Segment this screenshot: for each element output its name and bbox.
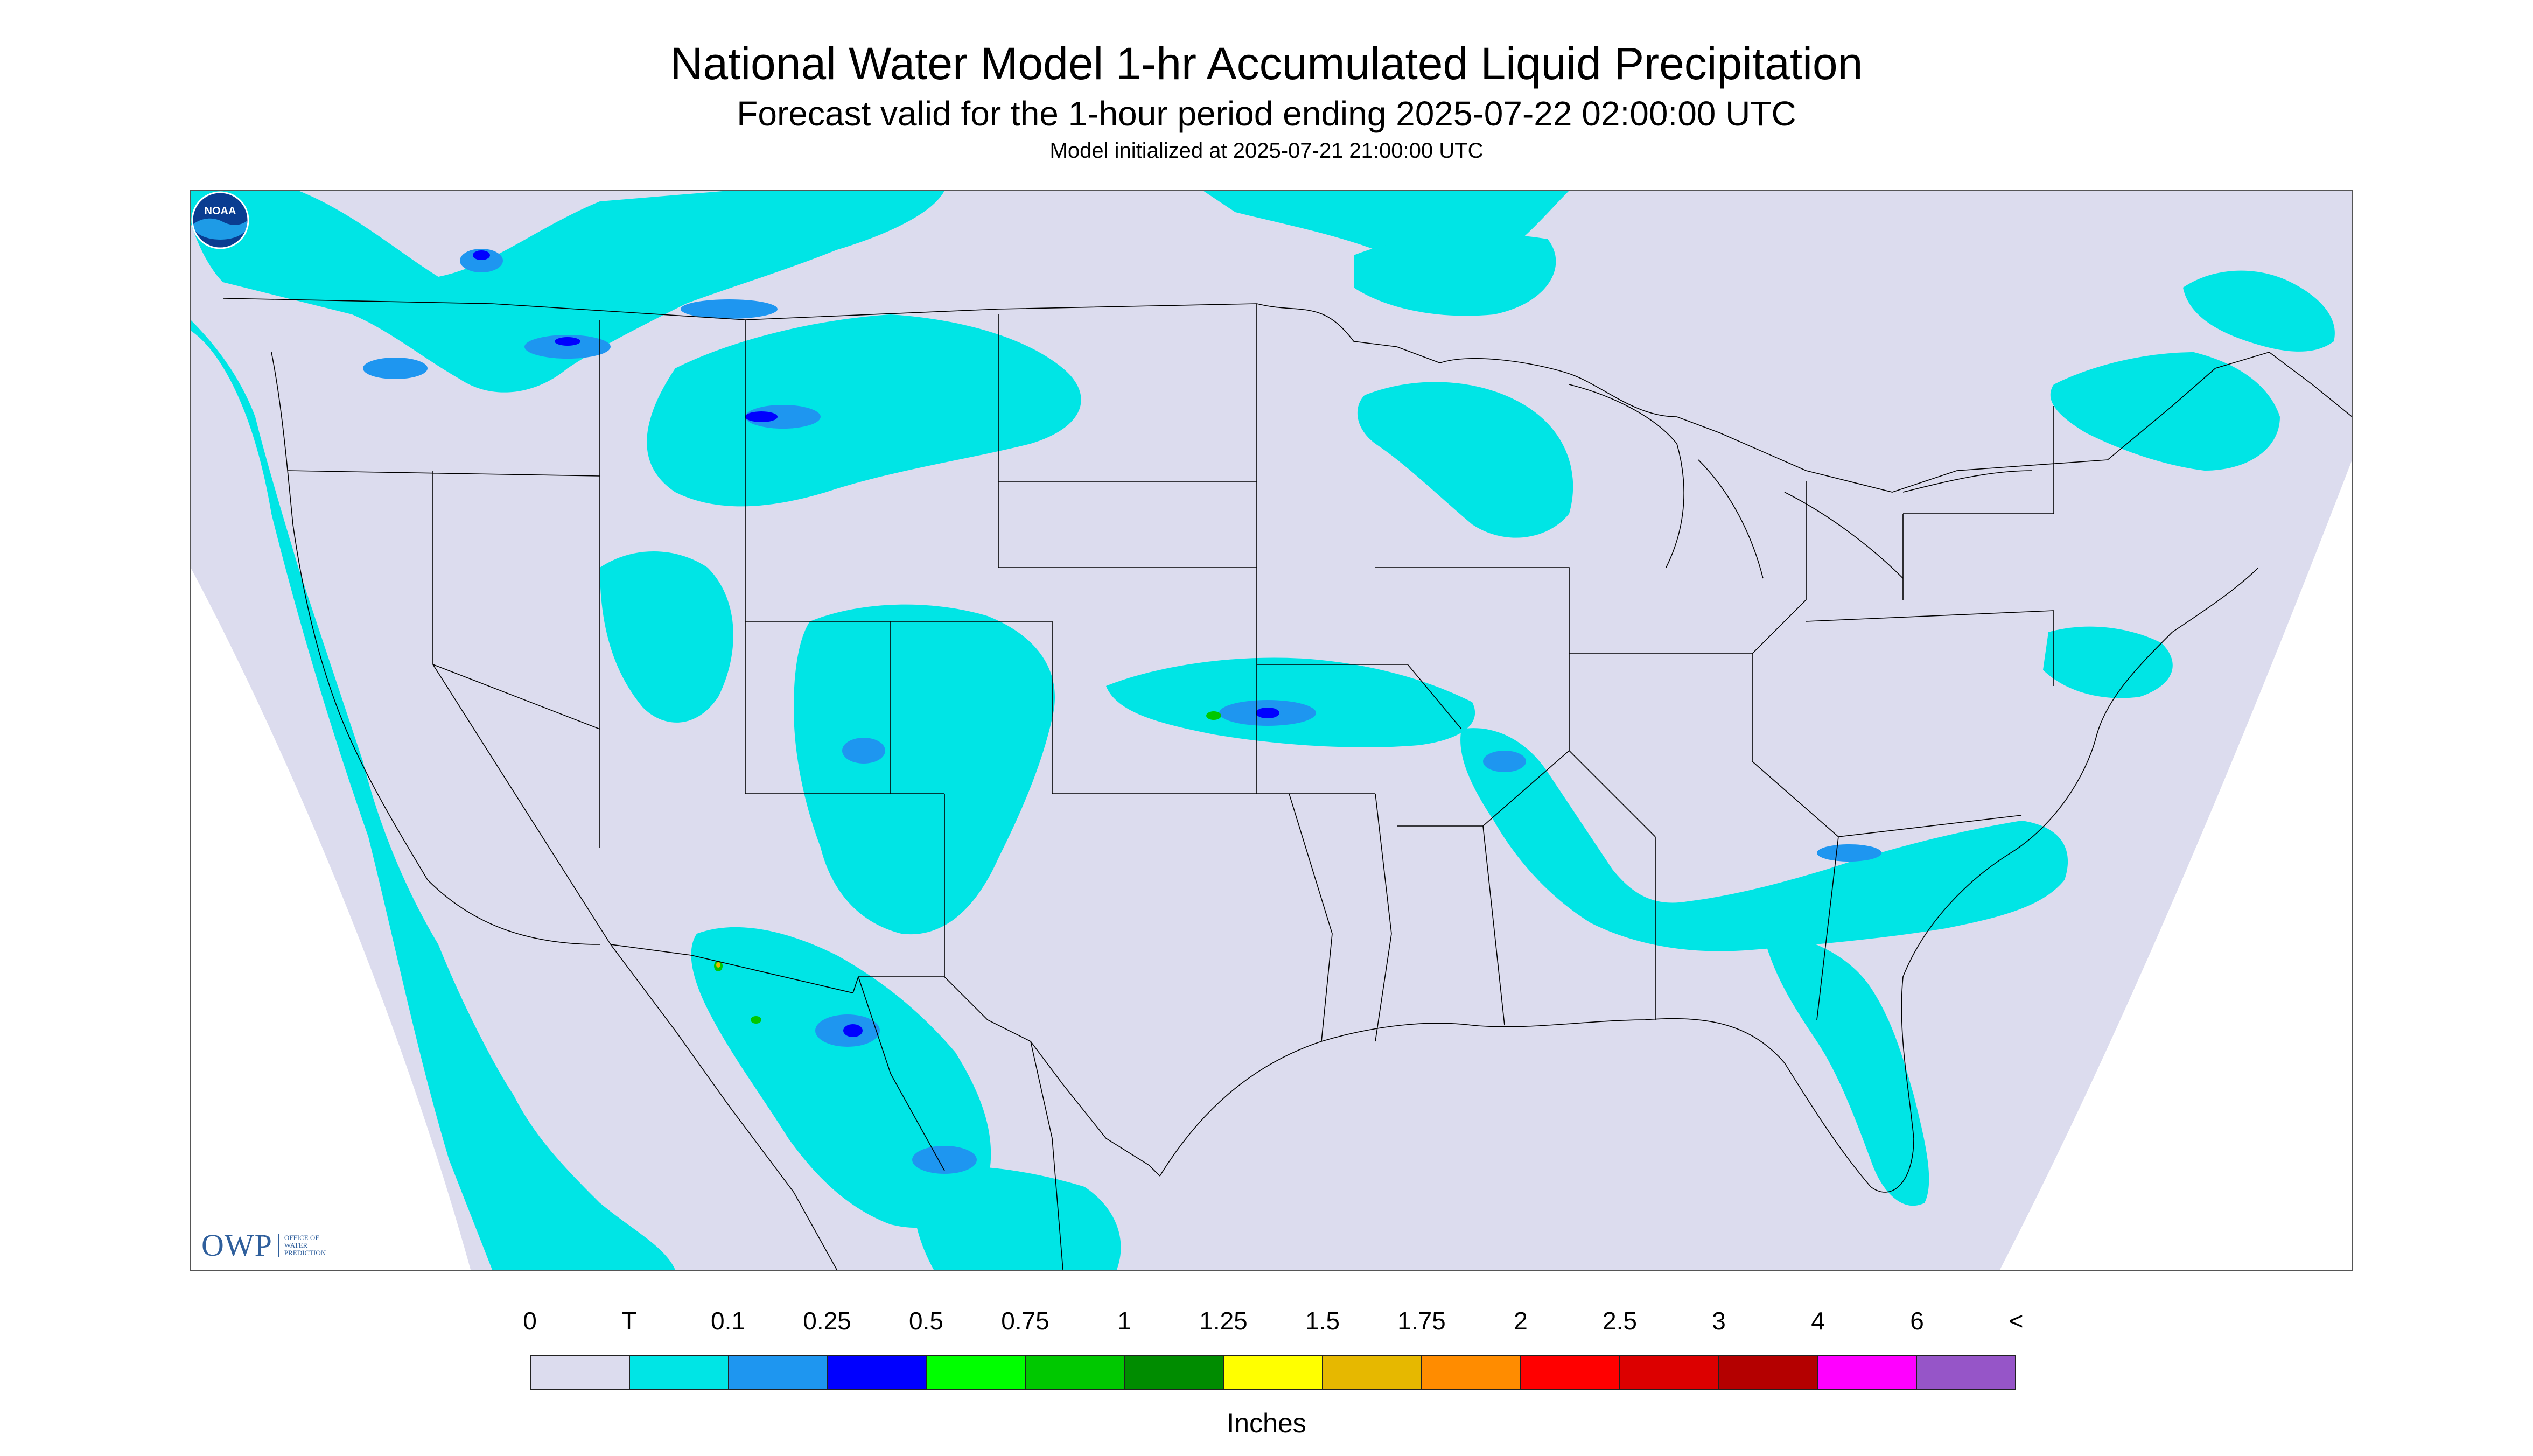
legend-swatch [1521,1356,1620,1389]
legend-label: 6 [1910,1307,1924,1335]
precip-heavy-cells [714,711,1221,1024]
noaa-logo-icon: NOAA [191,191,249,249]
legend-label: 4 [1811,1307,1825,1335]
color-legend: 0 T 0.1 0.25 0.5 0.75 1 1.25 1.5 1.75 2 2.5 3 4 6 < [523,1306,2023,1392]
legend-swatch [1026,1356,1125,1389]
legend-units: Inches [1227,1408,1306,1438]
legend-label: T [621,1307,637,1335]
legend-label: 0.5 [909,1307,943,1335]
ontario-trace [1354,234,1556,316]
east-canada-trace [2183,270,2335,352]
legend-swatch [1917,1356,2015,1389]
mid-atlantic-trace [2043,626,2173,698]
legend-label: 0 [523,1307,537,1335]
west-coast-mexico-trace [191,320,675,1270]
legend-swatch [1224,1356,1323,1389]
canada-north-trace [191,191,944,393]
legend-swatch [1620,1356,1719,1389]
map-title: National Water Model 1-hr Accumulated Li… [670,38,1863,89]
legend-swatch [1323,1356,1422,1389]
precip-trace-areas [191,191,2335,1270]
southern-mexico-trace [913,1166,1121,1270]
owp-logo-text: OWP [201,1228,272,1263]
legend-label: 3 [1712,1307,1726,1335]
legend-label: 0.75 [1001,1307,1049,1335]
upper-midwest-trace [1357,382,1573,538]
legend-swatch [531,1356,630,1389]
legend-swatch [729,1356,828,1389]
legend-label: 1.75 [1397,1307,1446,1335]
precipitation-map: OWP OFFICE OF WATER PREDICTION NOAA [190,190,2353,1271]
southeast-coast-trace [1763,934,1929,1206]
legend-label: 0.1 [711,1307,745,1335]
montana-dakota-trace [647,314,1081,507]
model-init-line: Model initialized at 2025-07-21 21:00:00… [1049,139,1484,163]
legend-label: < [2009,1307,2024,1335]
legend-swatch [927,1356,1026,1389]
legend-label: 1.25 [1199,1307,1248,1335]
colorado-newmexico-trace [794,604,1055,935]
owp-logo: OWP OFFICE OF WATER PREDICTION [201,1227,326,1263]
arizona-sonora-trace [691,927,991,1228]
legend-label: 2 [1514,1307,1528,1335]
legend-swatch [1422,1356,1521,1389]
legend-swatch [1818,1356,1918,1389]
precip-light-cells [363,249,1881,1174]
legend-label: 1 [1117,1307,1131,1335]
owp-logo-subtitle: OFFICE OF WATER PREDICTION [277,1234,326,1257]
noaa-logo-text: NOAA [205,205,236,217]
map-canvas [191,191,2352,1270]
legend-swatch [629,1356,729,1389]
state-and-country-borders [222,298,2352,1270]
forecast-valid-subtitle: Forecast valid for the 1-hour period end… [737,94,1796,133]
great-basin-trace [600,551,733,723]
precip-moderate-cells [473,250,1279,1037]
legend-label: 2.5 [1603,1307,1637,1335]
legend-color-bar [530,1355,2016,1390]
legend-swatch [1719,1356,1818,1389]
legend-label: 0.25 [803,1307,851,1335]
legend-label: 1.5 [1305,1307,1340,1335]
mississippi-valley-trace [1460,728,2068,951]
legend-swatch [1125,1356,1224,1389]
legend-swatch [828,1356,927,1389]
